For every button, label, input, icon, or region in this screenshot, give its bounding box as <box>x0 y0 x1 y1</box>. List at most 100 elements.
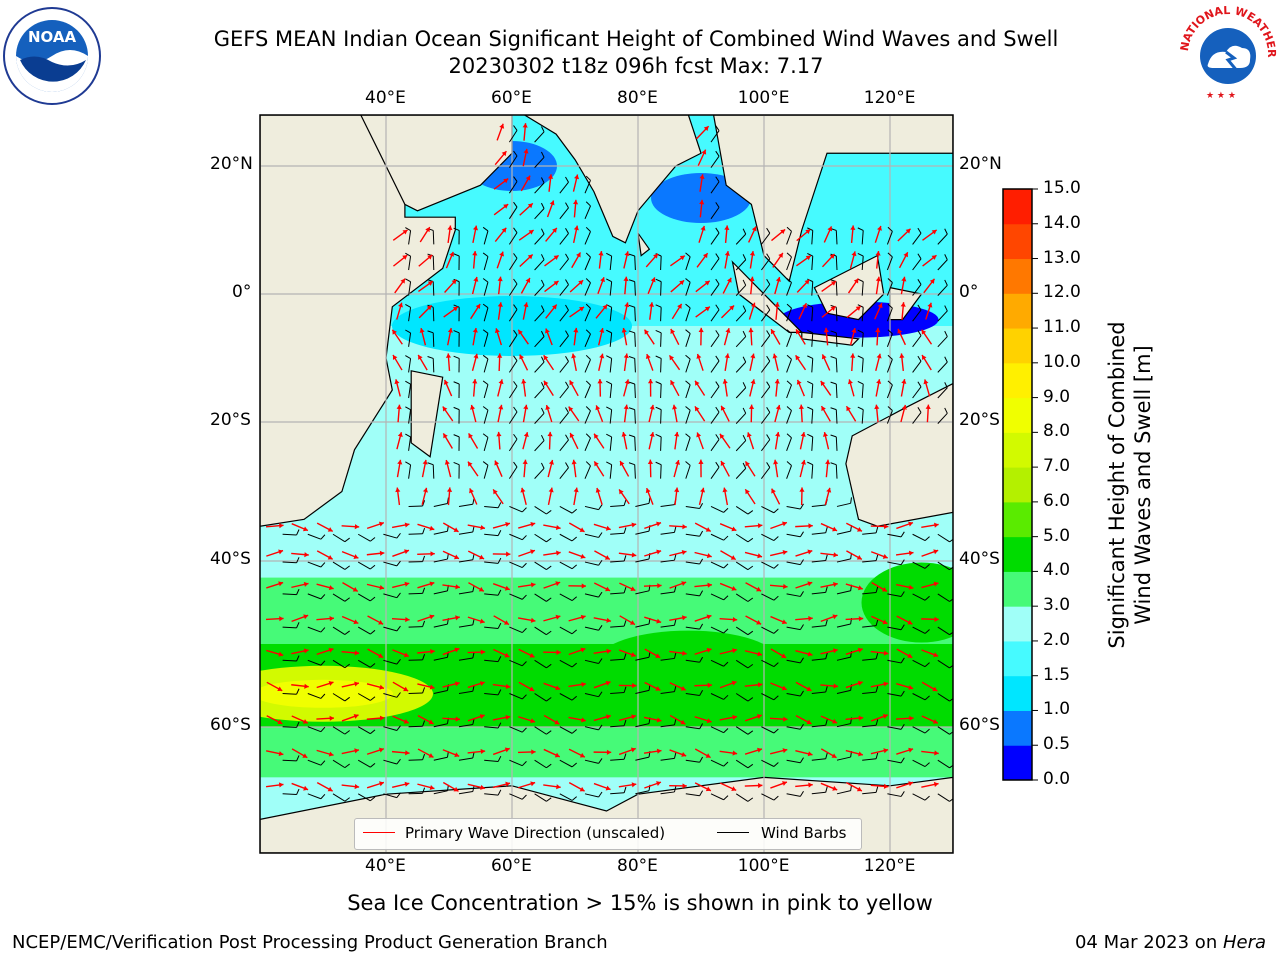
footer-machine: Hera <box>1223 932 1266 953</box>
colorbar-segment <box>1003 502 1032 537</box>
wind-barb-shaft <box>836 307 837 321</box>
colorbar-tick-label: 13.0 <box>1043 248 1081 268</box>
colorbar-segment <box>1003 606 1032 641</box>
wind-barb-shaft <box>433 358 434 372</box>
lat-label-left: 60°S <box>210 715 251 735</box>
wind-barb-shaft <box>836 384 837 398</box>
wind-barb-shaft <box>433 465 434 479</box>
map-plot-area <box>213 115 982 853</box>
wind-barb-shaft <box>635 437 636 451</box>
colorbar-segment <box>1003 641 1032 676</box>
colorbar-segment <box>1003 224 1032 259</box>
wind-barb-shaft <box>661 282 662 296</box>
footer-date: 04 Mar 2023 on Hera <box>1075 932 1266 953</box>
colorbar-tick-label: 2.0 <box>1043 630 1070 650</box>
lat-label-right: 20°S <box>959 410 1000 430</box>
lat-label-left: 20°N <box>210 154 253 174</box>
lat-label-right: 20°N <box>959 154 1002 174</box>
wind-barb-shaft <box>836 230 837 244</box>
colorbar-tick-label: 7.0 <box>1043 456 1070 476</box>
colorbar-tick-label: 8.0 <box>1043 421 1070 441</box>
colorbar-tick-label: 9.0 <box>1043 387 1070 407</box>
footer-date-text: 04 Mar 2023 on <box>1075 932 1223 953</box>
footer-branch: NCEP/EMC/Verification Post Processing Pr… <box>12 932 608 953</box>
wind-barb-shaft <box>433 282 434 296</box>
colorbar-segment <box>1003 571 1032 606</box>
colorbar-tick-label: 5.0 <box>1043 526 1070 546</box>
colorbar-tick-label: 0.5 <box>1043 734 1070 754</box>
colorbar-segment <box>1003 537 1032 572</box>
lon-label-top: 60°E <box>491 88 532 108</box>
wind-barb-shaft <box>433 307 434 321</box>
lon-label-top: 80°E <box>617 88 658 108</box>
colorbar-tick-label: 15.0 <box>1043 178 1081 198</box>
colorbar-tick-label: 1.0 <box>1043 699 1070 719</box>
colorbar-title: Significant Height of Combined Wind Wave… <box>1104 321 1156 648</box>
colorbar-segment <box>1003 293 1032 328</box>
wind-barb-shaft <box>433 230 434 244</box>
wind-barb-shaft <box>635 333 636 347</box>
wind-barb-shaft <box>635 465 636 479</box>
wind-barb-shaft <box>836 358 837 372</box>
colorbar-segment <box>1003 676 1032 711</box>
colorbar-segment <box>1003 259 1032 294</box>
lon-label-bottom: 120°E <box>864 856 916 876</box>
wind-barb-shaft <box>635 256 636 270</box>
colorbar-segment <box>1003 189 1032 224</box>
lon-label-bottom: 100°E <box>738 856 790 876</box>
legend-label-wave-direction: Primary Wave Direction (unscaled) <box>405 824 665 842</box>
lon-label-top: 40°E <box>365 88 406 108</box>
colorbar-tick-label: 0.0 <box>1043 769 1070 789</box>
colorbar-tick-label: 6.0 <box>1043 491 1070 511</box>
legend-label-wind-barbs: Wind Barbs <box>761 824 846 842</box>
colorbar-tick-label: 11.0 <box>1043 317 1081 337</box>
wind-barb-shaft <box>661 256 662 270</box>
wave-height-band <box>260 492 953 578</box>
lon-label-top: 100°E <box>738 88 790 108</box>
wind-barb-shaft <box>836 437 837 451</box>
lat-label-right: 0° <box>959 282 978 302</box>
lat-label-left: 20°S <box>210 410 251 430</box>
colorbar <box>1003 189 1038 781</box>
wind-barb-shaft <box>661 384 662 398</box>
colorbar-segment <box>1003 363 1032 398</box>
lon-label-bottom: 40°E <box>365 856 406 876</box>
colorbar-tick-label: 14.0 <box>1043 213 1081 233</box>
wind-barb-shaft <box>635 384 636 398</box>
wind-barb-shaft <box>661 307 662 321</box>
wind-barb-shaft <box>836 465 837 479</box>
wind-barb-shaft <box>661 333 662 347</box>
wind-barb-shaft <box>836 282 837 296</box>
wind-barb-shaft <box>836 256 837 270</box>
colorbar-segment <box>1003 328 1032 363</box>
colorbar-segment <box>1003 710 1032 745</box>
wind-barb-shaft <box>635 307 636 321</box>
lat-label-right: 60°S <box>959 715 1000 735</box>
wind-barb-shaft <box>661 410 662 424</box>
colorbar-tick-label: 3.0 <box>1043 595 1070 615</box>
wind-barb-shaft <box>433 333 434 347</box>
wind-barb-shaft <box>635 282 636 296</box>
colorbar-segment <box>1003 745 1032 780</box>
colorbar-tick-label: 12.0 <box>1043 282 1081 302</box>
colorbar-title-line-1: Significant Height of Combined <box>1104 321 1130 648</box>
wind-barb-shaft <box>635 358 636 372</box>
colorbar-tick-label: 4.0 <box>1043 560 1070 580</box>
lat-label-right: 40°S <box>959 549 1000 569</box>
colorbar-segment <box>1003 467 1032 502</box>
lon-label-bottom: 60°E <box>491 856 532 876</box>
wind-barb-shaft <box>661 437 662 451</box>
lon-label-bottom: 80°E <box>617 856 658 876</box>
lat-label-left: 40°S <box>210 549 251 569</box>
lat-label-left: 0° <box>232 282 251 302</box>
wind-barb-shaft <box>661 465 662 479</box>
wave-max-core <box>253 680 393 708</box>
colorbar-segment <box>1003 398 1032 433</box>
map-legend: Primary Wave Direction (unscaled) Wind B… <box>354 818 862 850</box>
colorbar-tick-label: 10.0 <box>1043 352 1081 372</box>
legend-swatch-wave-direction <box>363 832 395 833</box>
wave-high-region-east <box>862 563 982 643</box>
colorbar-title-line-2: Wind Waves and Swell [m] <box>1130 321 1156 648</box>
